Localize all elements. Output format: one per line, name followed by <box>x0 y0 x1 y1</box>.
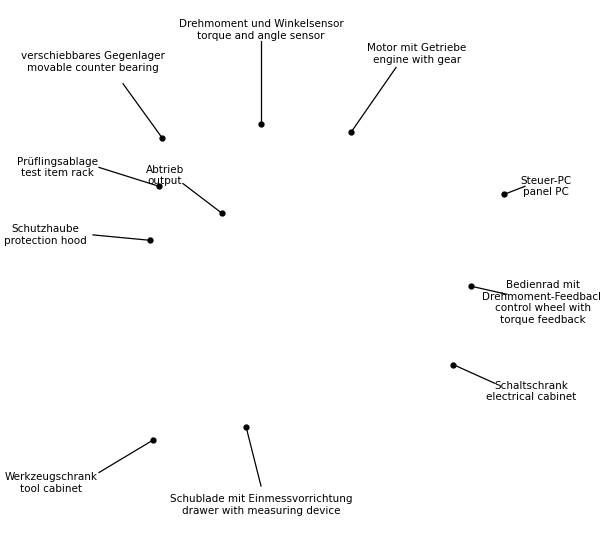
Text: Prüflingsablage
test item rack: Prüflingsablage test item rack <box>17 157 97 178</box>
Text: Abtrieb
output: Abtrieb output <box>146 165 184 186</box>
Text: verschiebbares Gegenlager
movable counter bearing: verschiebbares Gegenlager movable counte… <box>21 51 165 73</box>
Text: Schaltschrank
electrical cabinet: Schaltschrank electrical cabinet <box>486 381 576 402</box>
Text: Werkzeugschrank
tool cabinet: Werkzeugschrank tool cabinet <box>5 472 97 494</box>
Text: Bedienrad mit
Drehmoment-Feedback
control wheel with
torque feedback: Bedienrad mit Drehmoment-Feedback contro… <box>482 280 600 325</box>
Text: Drehmoment und Winkelsensor
torque and angle sensor: Drehmoment und Winkelsensor torque and a… <box>179 19 343 40</box>
Text: Motor mit Getriebe
engine with gear: Motor mit Getriebe engine with gear <box>367 43 467 65</box>
Text: Steuer-PC
panel PC: Steuer-PC panel PC <box>520 176 572 197</box>
Text: Schutzhaube
protection hood: Schutzhaube protection hood <box>4 224 86 246</box>
Text: Schublade mit Einmessvorrichtung
drawer with measuring device: Schublade mit Einmessvorrichtung drawer … <box>170 494 352 516</box>
